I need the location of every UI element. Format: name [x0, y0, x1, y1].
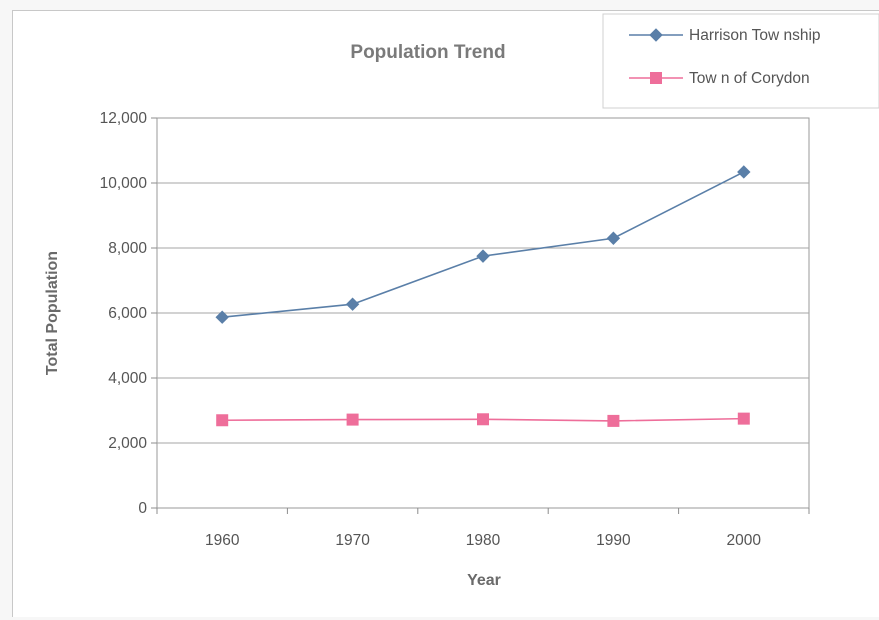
data-point-town-of-corydon [216, 414, 229, 427]
chart-title: Population Trend [350, 42, 505, 63]
x-tick-label: 2000 [727, 532, 762, 549]
data-point-harrison-township [476, 249, 490, 263]
legend-label-harrison-township: Harrison Tow nship [689, 27, 821, 44]
x-axis-title: Year [467, 572, 501, 589]
series-town-of-corydon [216, 412, 750, 427]
legend-box [602, 13, 879, 109]
y-tick-label: 0 [138, 500, 147, 517]
legend: Harrison Tow nship Tow n of Corydon [602, 13, 879, 109]
data-point-town-of-corydon [607, 414, 620, 427]
legend-marker-harrison-township [649, 28, 663, 42]
data-point-town-of-corydon [346, 413, 359, 426]
data-point-town-of-corydon [737, 412, 750, 425]
y-tick-label: 10,000 [100, 175, 148, 192]
x-tick-label: 1960 [205, 532, 240, 549]
data-point-harrison-township [606, 231, 621, 245]
data-point-harrison-township [345, 297, 360, 311]
y-axis-ticks: 0 2,000 4,000 6,000 8,000 10,000 12,000 [100, 110, 157, 517]
y-tick-label: 12,000 [100, 110, 148, 127]
x-tick-label: 1970 [335, 532, 370, 549]
x-tick-label: 1990 [596, 532, 631, 549]
data-point-harrison-township [215, 310, 229, 324]
legend-label-town-of-corydon: Tow n of Corydon [689, 70, 810, 87]
series-layer [215, 165, 751, 427]
series-harrison-township [215, 165, 751, 324]
y-tick-label: 2,000 [108, 435, 147, 452]
x-tick-label: 1980 [466, 532, 501, 549]
x-axis-ticks: 1960 1970 1980 1990 2000 [156, 508, 810, 549]
y-tick-label: 8,000 [108, 240, 147, 257]
data-point-town-of-corydon [477, 413, 489, 426]
y-tick-label: 6,000 [108, 305, 147, 322]
legend-marker-town-of-corydon [650, 72, 662, 84]
data-point-harrison-township [737, 165, 751, 179]
y-axis-title: Total Population [44, 251, 61, 375]
y-tick-label: 4,000 [108, 370, 147, 387]
